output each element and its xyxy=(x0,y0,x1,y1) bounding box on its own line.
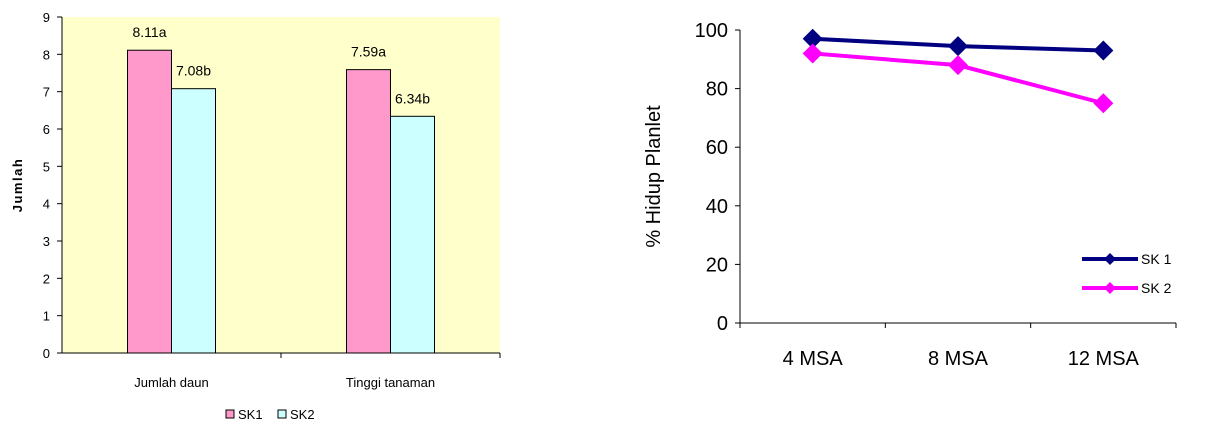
data-point xyxy=(1093,40,1114,61)
y-tick-label: 20 xyxy=(706,254,728,276)
y-tick-label: 3 xyxy=(43,234,50,249)
legend-label: SK1 xyxy=(238,407,263,422)
y-tick-label: 5 xyxy=(43,159,50,174)
y-axis-label: % Hidup Planlet xyxy=(643,105,665,248)
data-point xyxy=(1093,93,1114,114)
x-tick-label: 8 MSA xyxy=(928,348,989,370)
y-tick-label: 1 xyxy=(43,309,50,324)
x-tick-label: 4 MSA xyxy=(783,348,844,370)
legend-label: SK 2 xyxy=(1141,280,1172,296)
x-tick-label: 12 MSA xyxy=(1068,348,1140,370)
bar xyxy=(127,49,172,354)
data-point xyxy=(802,28,823,49)
legend-marker xyxy=(1104,282,1116,294)
y-tick-label: 40 xyxy=(706,196,728,218)
y-tick-label: 7 xyxy=(43,85,50,100)
y-tick-label: 100 xyxy=(695,20,728,42)
y-tick-label: 9 xyxy=(43,10,50,25)
legend-label: SK 1 xyxy=(1141,251,1172,267)
data-point xyxy=(948,55,968,76)
y-tick-label: 6 xyxy=(43,122,50,137)
y-tick-label: 80 xyxy=(706,79,728,101)
line-chart: 0 20 40 60 80 100 4 MSA 8 MSA 12 MSA % Hidup Plan… xyxy=(643,20,1177,370)
data-label: 8.11a xyxy=(133,24,167,40)
legend-swatch xyxy=(225,409,235,419)
y-tick-label: 4 xyxy=(43,197,50,212)
data-point xyxy=(802,43,823,64)
y-tick-label: 60 xyxy=(706,137,728,159)
legend-label: SK2 xyxy=(290,407,315,422)
data-point xyxy=(948,36,968,57)
y-tick-label: 0 xyxy=(717,313,728,335)
bar xyxy=(346,69,391,354)
legend-swatch xyxy=(277,409,287,419)
y-axis-label: Jumlah xyxy=(10,158,25,213)
bar xyxy=(171,88,216,354)
bar xyxy=(390,115,435,354)
y-tick-label: 8 xyxy=(43,47,50,62)
legend-marker xyxy=(1104,253,1116,265)
y-tick-label: 2 xyxy=(43,271,50,286)
data-label: 7.08b xyxy=(176,63,211,79)
x-tick-label: Tinggi tanaman xyxy=(346,375,435,390)
y-tick-label: 0 xyxy=(43,346,50,361)
bar-chart: 8.11a 7.08b Jumlah daun 7.59a 6.34b Tinggi ta… xyxy=(10,10,501,422)
data-label: 6.34b xyxy=(395,90,430,106)
data-label: 7.59a xyxy=(351,44,386,60)
x-tick-label: Jumlah daun xyxy=(134,375,208,390)
